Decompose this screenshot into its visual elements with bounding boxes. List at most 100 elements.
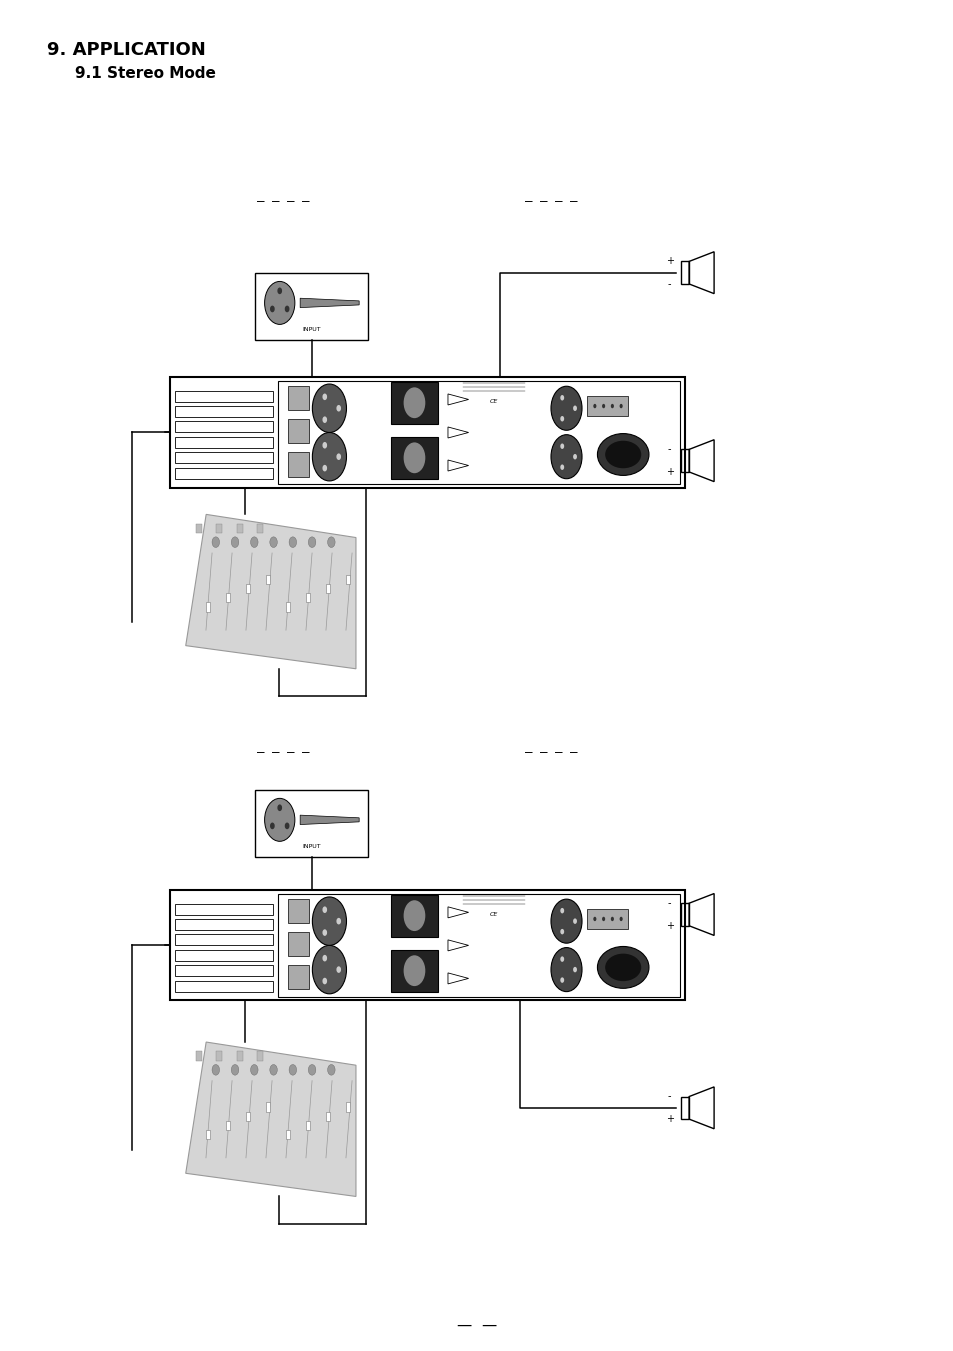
Bar — [288, 419, 309, 443]
Circle shape — [308, 1065, 315, 1075]
Circle shape — [322, 465, 327, 471]
Bar — [288, 965, 309, 989]
Circle shape — [403, 388, 425, 419]
Circle shape — [231, 536, 238, 547]
Bar — [345, 1102, 350, 1112]
Circle shape — [403, 900, 425, 931]
Bar — [277, 893, 679, 997]
Bar — [285, 603, 290, 612]
Circle shape — [610, 404, 614, 408]
Bar — [174, 935, 273, 946]
Circle shape — [277, 288, 282, 295]
Circle shape — [601, 404, 604, 408]
Circle shape — [322, 907, 327, 913]
Circle shape — [322, 955, 327, 962]
Circle shape — [601, 917, 604, 921]
Circle shape — [322, 978, 327, 985]
Circle shape — [251, 1065, 257, 1075]
Text: +: + — [665, 1115, 673, 1124]
Text: +: + — [665, 921, 673, 931]
Bar — [206, 603, 210, 612]
Bar — [174, 467, 273, 478]
Bar — [288, 900, 309, 923]
Ellipse shape — [604, 440, 640, 469]
Circle shape — [336, 454, 341, 459]
Bar — [236, 524, 242, 532]
Bar — [288, 453, 309, 477]
Bar — [174, 422, 273, 432]
Text: -: - — [667, 898, 671, 908]
Bar — [391, 382, 437, 424]
Bar — [225, 1121, 230, 1129]
Bar — [680, 1097, 688, 1119]
Circle shape — [403, 442, 425, 473]
Text: _ _ _ _: _ _ _ _ — [524, 739, 577, 751]
Circle shape — [618, 404, 622, 408]
Circle shape — [559, 977, 563, 982]
Bar — [391, 894, 437, 936]
Circle shape — [212, 536, 219, 547]
Text: INPUT: INPUT — [302, 327, 320, 332]
Bar — [170, 890, 684, 1001]
Bar — [245, 584, 250, 593]
Bar — [285, 1129, 290, 1139]
Circle shape — [284, 305, 289, 312]
Circle shape — [551, 900, 581, 943]
Bar — [288, 932, 309, 957]
Bar — [174, 981, 273, 992]
Bar — [391, 436, 437, 478]
Bar — [174, 436, 273, 449]
Circle shape — [312, 384, 346, 432]
Bar — [257, 524, 263, 532]
Bar — [236, 1051, 242, 1061]
Bar — [680, 262, 688, 284]
Circle shape — [573, 405, 577, 411]
Text: -: - — [667, 1092, 671, 1101]
Circle shape — [403, 955, 425, 986]
Bar — [170, 377, 684, 488]
Text: CE: CE — [490, 399, 498, 404]
Circle shape — [559, 465, 563, 470]
Circle shape — [593, 404, 596, 408]
Circle shape — [559, 929, 563, 935]
Circle shape — [559, 957, 563, 962]
Circle shape — [559, 908, 563, 913]
Polygon shape — [186, 515, 355, 669]
Bar — [195, 1051, 202, 1061]
Bar — [257, 1051, 263, 1061]
Circle shape — [573, 919, 577, 924]
Polygon shape — [300, 299, 358, 308]
Ellipse shape — [597, 434, 648, 476]
Circle shape — [327, 1065, 335, 1075]
Polygon shape — [186, 1042, 355, 1197]
Circle shape — [322, 442, 327, 449]
Bar — [174, 965, 273, 977]
Ellipse shape — [597, 947, 648, 989]
Circle shape — [270, 305, 274, 312]
Circle shape — [610, 917, 614, 921]
Polygon shape — [300, 815, 358, 824]
Bar — [325, 584, 330, 593]
Circle shape — [322, 416, 327, 423]
Circle shape — [327, 536, 335, 547]
Circle shape — [264, 798, 294, 842]
Bar — [586, 909, 628, 929]
Bar — [174, 919, 273, 929]
Bar — [216, 524, 222, 532]
Circle shape — [551, 386, 581, 430]
Ellipse shape — [604, 954, 640, 981]
Circle shape — [284, 823, 289, 830]
Bar — [277, 381, 679, 484]
Bar — [225, 593, 230, 603]
Circle shape — [270, 823, 274, 830]
Text: -: - — [667, 444, 671, 454]
Circle shape — [559, 394, 563, 400]
Bar — [174, 904, 273, 915]
Bar — [265, 1102, 270, 1112]
Circle shape — [559, 416, 563, 422]
Bar — [254, 273, 368, 340]
Bar — [245, 1112, 250, 1121]
Text: _ _ _ _: _ _ _ _ — [524, 188, 577, 201]
Text: CE: CE — [490, 912, 498, 917]
Circle shape — [593, 917, 596, 921]
